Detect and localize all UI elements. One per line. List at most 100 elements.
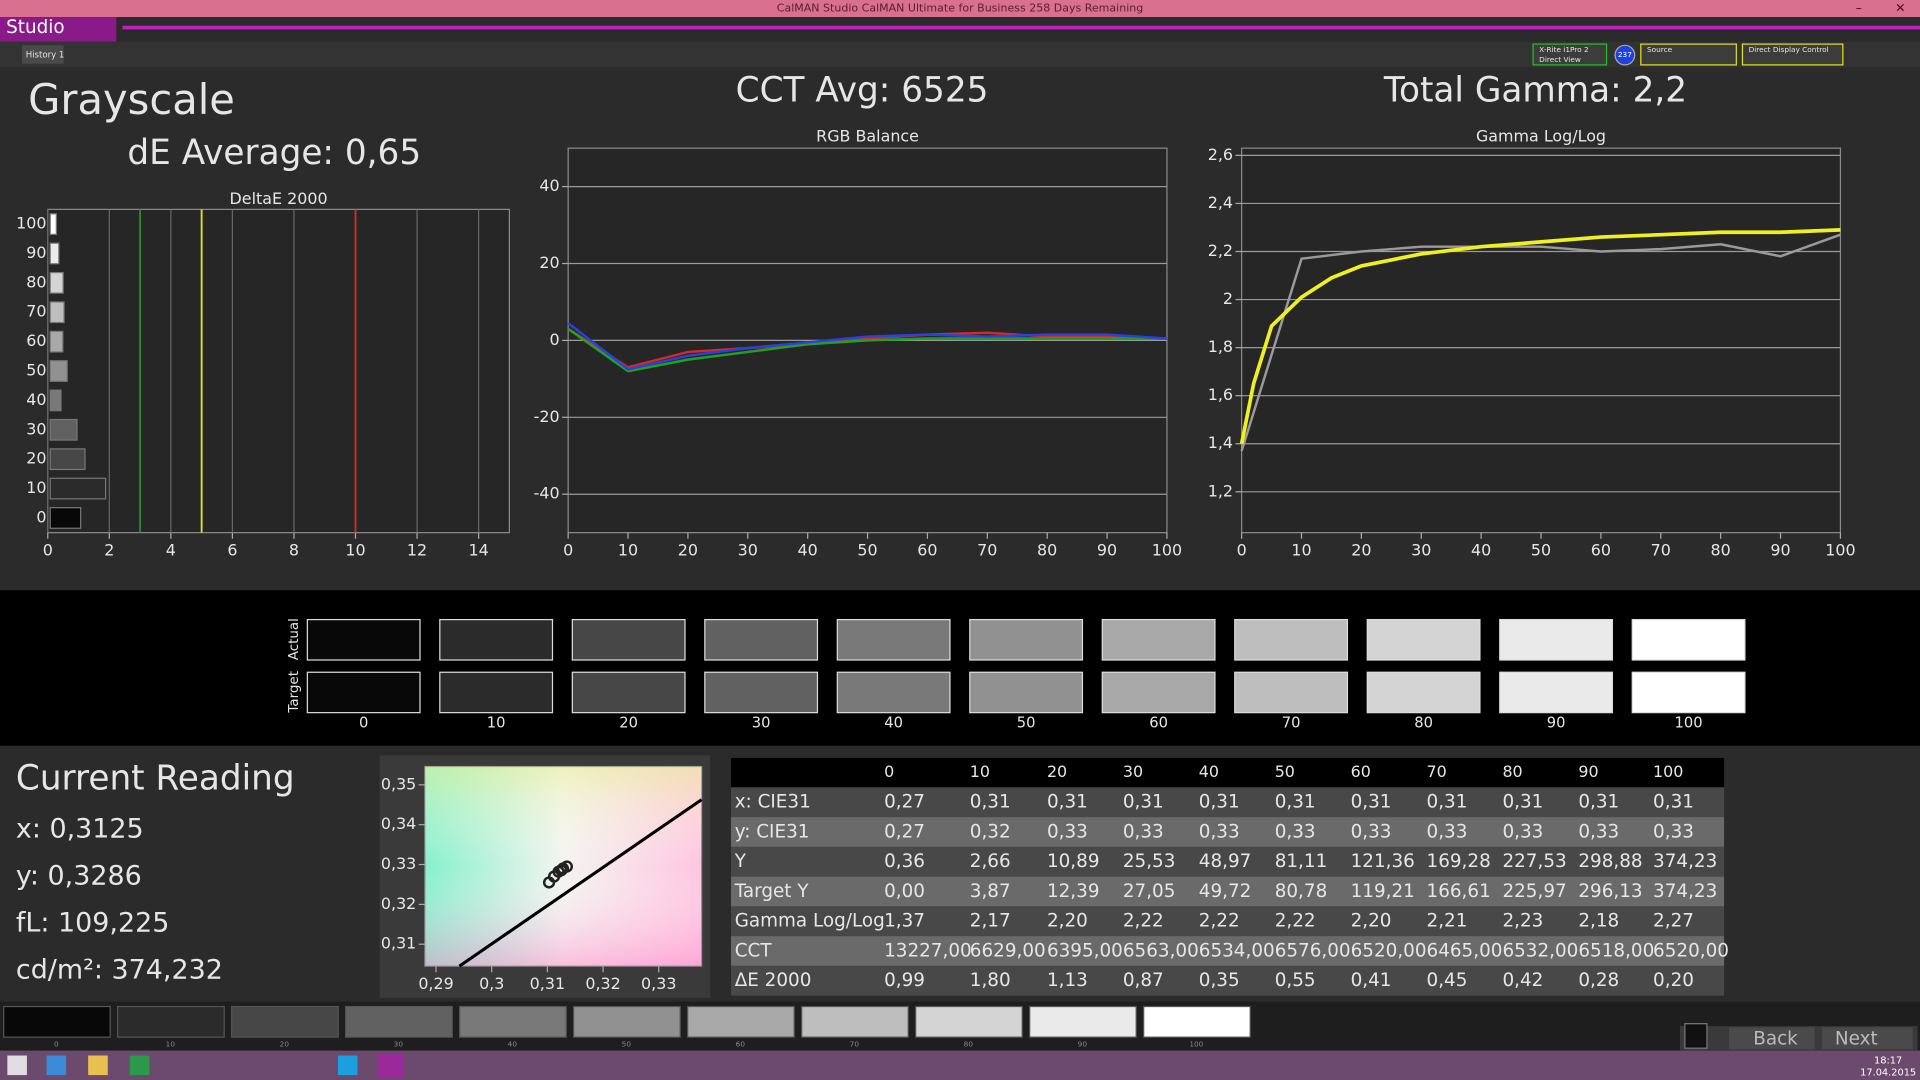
x-tick-label: 80 (1711, 541, 1731, 560)
display-select[interactable] (1741, 43, 1844, 66)
swatch (1234, 671, 1349, 714)
footer-swatch[interactable] (687, 1005, 795, 1038)
swatch (1234, 618, 1349, 661)
close[interactable]: ✕ (1895, 1, 1905, 15)
meter-select[interactable] (1532, 43, 1608, 66)
footer-swatch[interactable] (1029, 1005, 1137, 1038)
x-tick-label: 0,3 (479, 974, 504, 993)
table-cell: 0,33 (1275, 821, 1316, 842)
column-header: 10 (970, 762, 990, 781)
back-label: Back (1753, 1029, 1798, 1050)
footer-swatch[interactable] (117, 1005, 225, 1038)
bar (49, 448, 86, 471)
x-tick-label: 70 (977, 541, 997, 560)
x-tick-label: 90 (1097, 541, 1117, 560)
page-title: Grayscale (28, 75, 235, 124)
app-icon[interactable] (46, 1055, 67, 1076)
source: Source (1647, 45, 1673, 54)
table-row (731, 965, 1725, 996)
y-tick-label: 0,33 (381, 854, 416, 873)
table-cell: 0,35 (1199, 970, 1240, 991)
app-icon[interactable] (88, 1055, 108, 1076)
footer-label: 70 (850, 1039, 860, 1048)
x-tick-label: 100 (1825, 541, 1855, 560)
app-icon[interactable] (337, 1055, 358, 1076)
swatch-row-label: Actual (287, 618, 302, 660)
column-header: 100 (1653, 762, 1683, 781)
table-cell: 0,31 (1653, 792, 1694, 813)
footer-swatch[interactable] (801, 1005, 909, 1038)
reading-line: fL: 109,225 (16, 908, 169, 939)
table-cell: 6520,00 (1653, 940, 1729, 961)
footer-swatch[interactable] (915, 1005, 1023, 1038)
x-tick-label: 20 (678, 541, 698, 560)
footer-swatch[interactable] (459, 1005, 567, 1038)
footer-label: 30 (394, 1039, 404, 1048)
history-tab[interactable] (22, 45, 64, 64)
meter-mode: Direct View (1539, 55, 1581, 64)
swatch-label: 20 (619, 715, 638, 732)
table-cell: 0,99 (884, 970, 925, 991)
app-icon[interactable] (129, 1055, 150, 1076)
table-row (731, 906, 1725, 937)
start-button[interactable] (7, 1055, 27, 1076)
table-cell: 0,31 (1199, 792, 1240, 813)
minimize[interactable]: – (1856, 1, 1862, 15)
table-cell: 2,23 (1502, 911, 1543, 932)
chart-title: DeltaE 2000 (230, 189, 328, 208)
table-cell: 227,53 (1502, 851, 1566, 872)
footer-label: 60 (736, 1039, 746, 1048)
table-header (731, 757, 1725, 788)
swatch (439, 671, 554, 714)
table-cell: 6576,00 (1275, 940, 1351, 961)
table-cell: 1,37 (884, 911, 925, 932)
bar (49, 213, 57, 235)
series-line (567, 327, 1167, 369)
swatch-label: 40 (884, 715, 903, 732)
plot-area (47, 208, 511, 534)
chart-title: RGB Balance (816, 127, 919, 146)
footer-swatch[interactable] (231, 1005, 339, 1038)
column-header: 80 (1502, 762, 1522, 781)
stop-button[interactable] (1684, 1023, 1708, 1049)
total-gamma: Total Gamma: 2,2 (1383, 70, 1687, 110)
source-select[interactable] (1640, 43, 1737, 66)
y-tick-label: 0,31 (381, 934, 416, 953)
y-tick-label: 2,2 (1208, 241, 1233, 260)
next-button[interactable] (1822, 1027, 1913, 1050)
y-tick-label: 1,6 (1208, 385, 1233, 404)
app-icon[interactable] (377, 1053, 405, 1078)
back-button[interactable] (1728, 1027, 1815, 1050)
swatch (1366, 671, 1481, 714)
x-tick-label: 0 (563, 541, 573, 560)
series-line (567, 322, 1168, 371)
app-menu[interactable] (0, 17, 117, 42)
table-cell: 3,87 (970, 881, 1011, 902)
table-cell: 1,80 (970, 970, 1011, 991)
table-cell: 0,33 (1199, 821, 1240, 842)
chart-title: Gamma Log/Log (1476, 127, 1606, 146)
table-cell: 0,42 (1502, 970, 1543, 991)
category-label: 20 (26, 449, 46, 468)
table-cell: 298,88 (1578, 851, 1642, 872)
table-cell: 374,23 (1653, 851, 1717, 872)
table-cell: 0,33 (1502, 821, 1543, 842)
footer-swatch[interactable] (1143, 1005, 1251, 1038)
footer-swatch[interactable] (573, 1005, 681, 1038)
footer-swatch[interactable] (3, 1005, 111, 1038)
footer-swatch[interactable] (345, 1005, 453, 1038)
taskbar (0, 1050, 1920, 1080)
x-tick-label: 6 (227, 541, 237, 560)
badge[interactable] (1614, 44, 1636, 66)
column-header: 60 (1351, 762, 1371, 781)
table-cell: 1,13 (1047, 970, 1088, 991)
table-cell: 2,27 (1653, 911, 1694, 932)
y-tick-label: 20 (539, 253, 559, 272)
table-cell: 6465,00 (1427, 940, 1503, 961)
table-cell: Y (734, 851, 747, 872)
series-line (1240, 233, 1841, 452)
table-cell: 25,53 (1123, 851, 1176, 872)
table-cell: 80,78 (1275, 881, 1328, 902)
swatch (1101, 618, 1216, 661)
table-cell: 0,31 (1275, 792, 1316, 813)
